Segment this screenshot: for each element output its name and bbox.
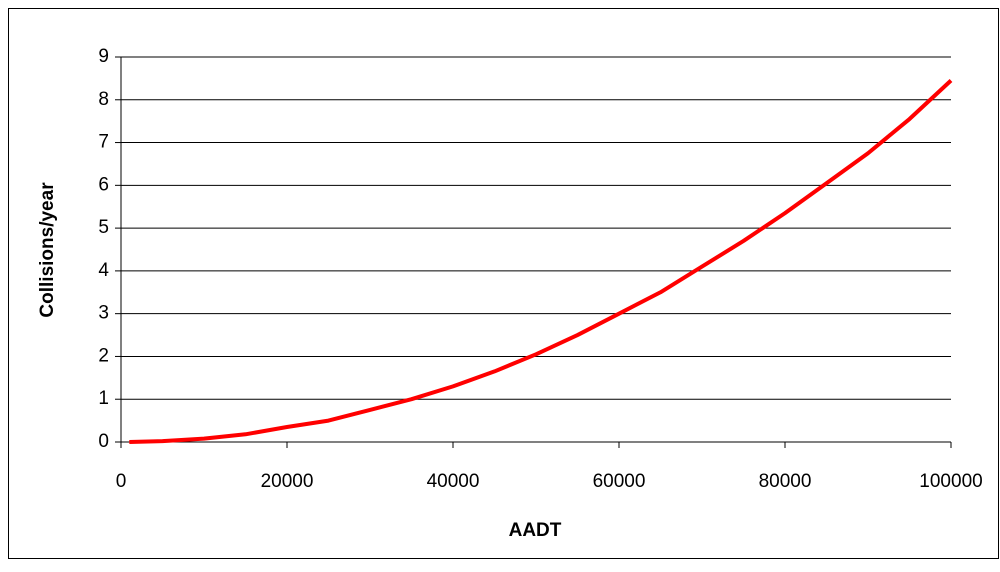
y-axis-title: Collisions/year [37, 182, 58, 318]
y-tick-label: 4 [98, 260, 109, 281]
y-tick-label: 2 [98, 345, 109, 366]
y-tick-label: 0 [98, 431, 109, 452]
x-tick-label: 80000 [759, 471, 812, 492]
y-tick-label: 5 [98, 217, 109, 238]
x-tick-label: 100000 [919, 471, 982, 492]
y-tick-label: 6 [98, 174, 109, 195]
y-tick-label: 7 [98, 132, 109, 153]
y-tick-label: 1 [98, 388, 109, 409]
x-tick-label: 20000 [261, 471, 314, 492]
x-axis-title: AADT [509, 520, 562, 541]
x-tick-label: 40000 [427, 471, 480, 492]
x-tick-label: 0 [116, 471, 127, 492]
chart-border [8, 8, 999, 559]
y-tick-label: 9 [98, 46, 109, 67]
x-tick-label: 60000 [593, 471, 646, 492]
y-tick-label: 3 [98, 303, 109, 324]
line [129, 79, 953, 444]
y-tick-label: 8 [98, 89, 109, 110]
